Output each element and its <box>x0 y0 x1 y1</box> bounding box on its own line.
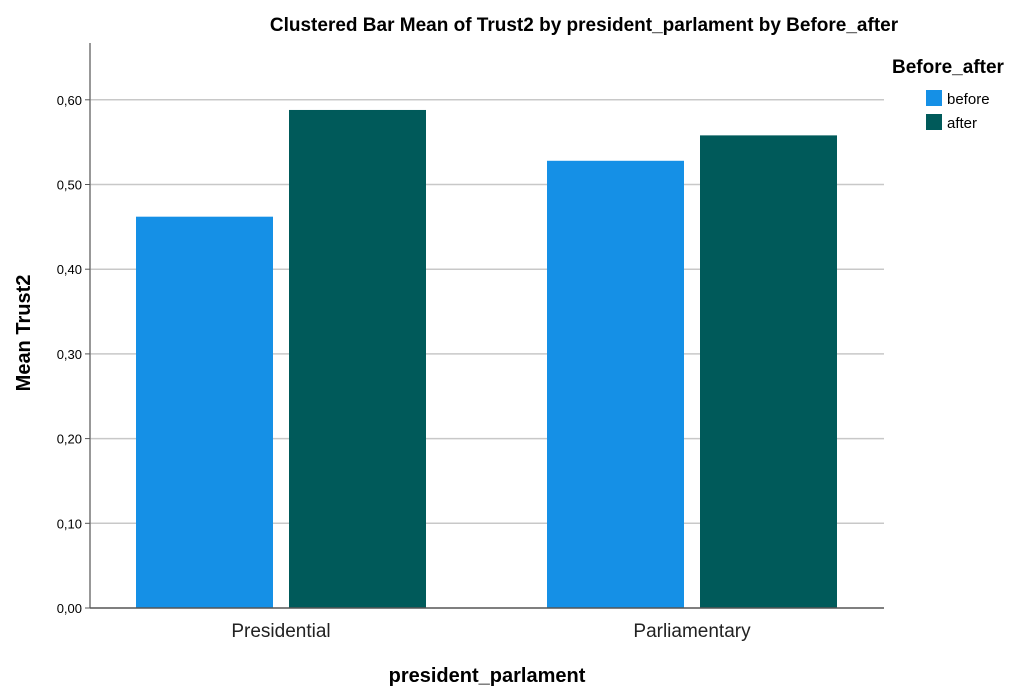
y-tick-label: 0,10 <box>57 516 82 531</box>
x-tick-label: Presidential <box>231 621 330 642</box>
y-tick-label: 0,60 <box>57 93 82 108</box>
legend-swatch-after <box>926 114 942 130</box>
chart-title: Clustered Bar Mean of Trust2 by presiden… <box>270 15 899 36</box>
bar-after-parliamentary <box>700 135 837 608</box>
legend: Before_after before after <box>892 57 1005 132</box>
legend-title: Before_after <box>892 57 1005 78</box>
bar-before-parliamentary <box>547 160 684 608</box>
legend-label-before: before <box>947 91 990 108</box>
x-axis-title: president_parlament <box>389 665 586 687</box>
y-tick-label: 0,00 <box>57 601 82 616</box>
legend-label-after: after <box>947 115 977 132</box>
y-tick-labels: 0,00 0,10 0,20 0,30 0,40 0,50 0,60 <box>57 93 82 616</box>
bars <box>136 109 837 609</box>
y-tick-label: 0,40 <box>57 262 82 277</box>
y-tick-label: 0,50 <box>57 178 82 193</box>
x-tick-label: Parliamentary <box>633 621 751 642</box>
legend-swatch-before <box>926 90 942 106</box>
y-tick-label: 0,20 <box>57 432 82 447</box>
legend-items: before after <box>926 90 990 132</box>
bar-after-presidential <box>289 109 426 609</box>
bar-before-presidential <box>136 216 273 608</box>
x-tick-labels: Presidential Parliamentary <box>231 621 751 642</box>
axes <box>85 43 884 609</box>
y-tick-label: 0,30 <box>57 347 82 362</box>
y-axis-title: Mean Trust2 <box>13 275 35 392</box>
